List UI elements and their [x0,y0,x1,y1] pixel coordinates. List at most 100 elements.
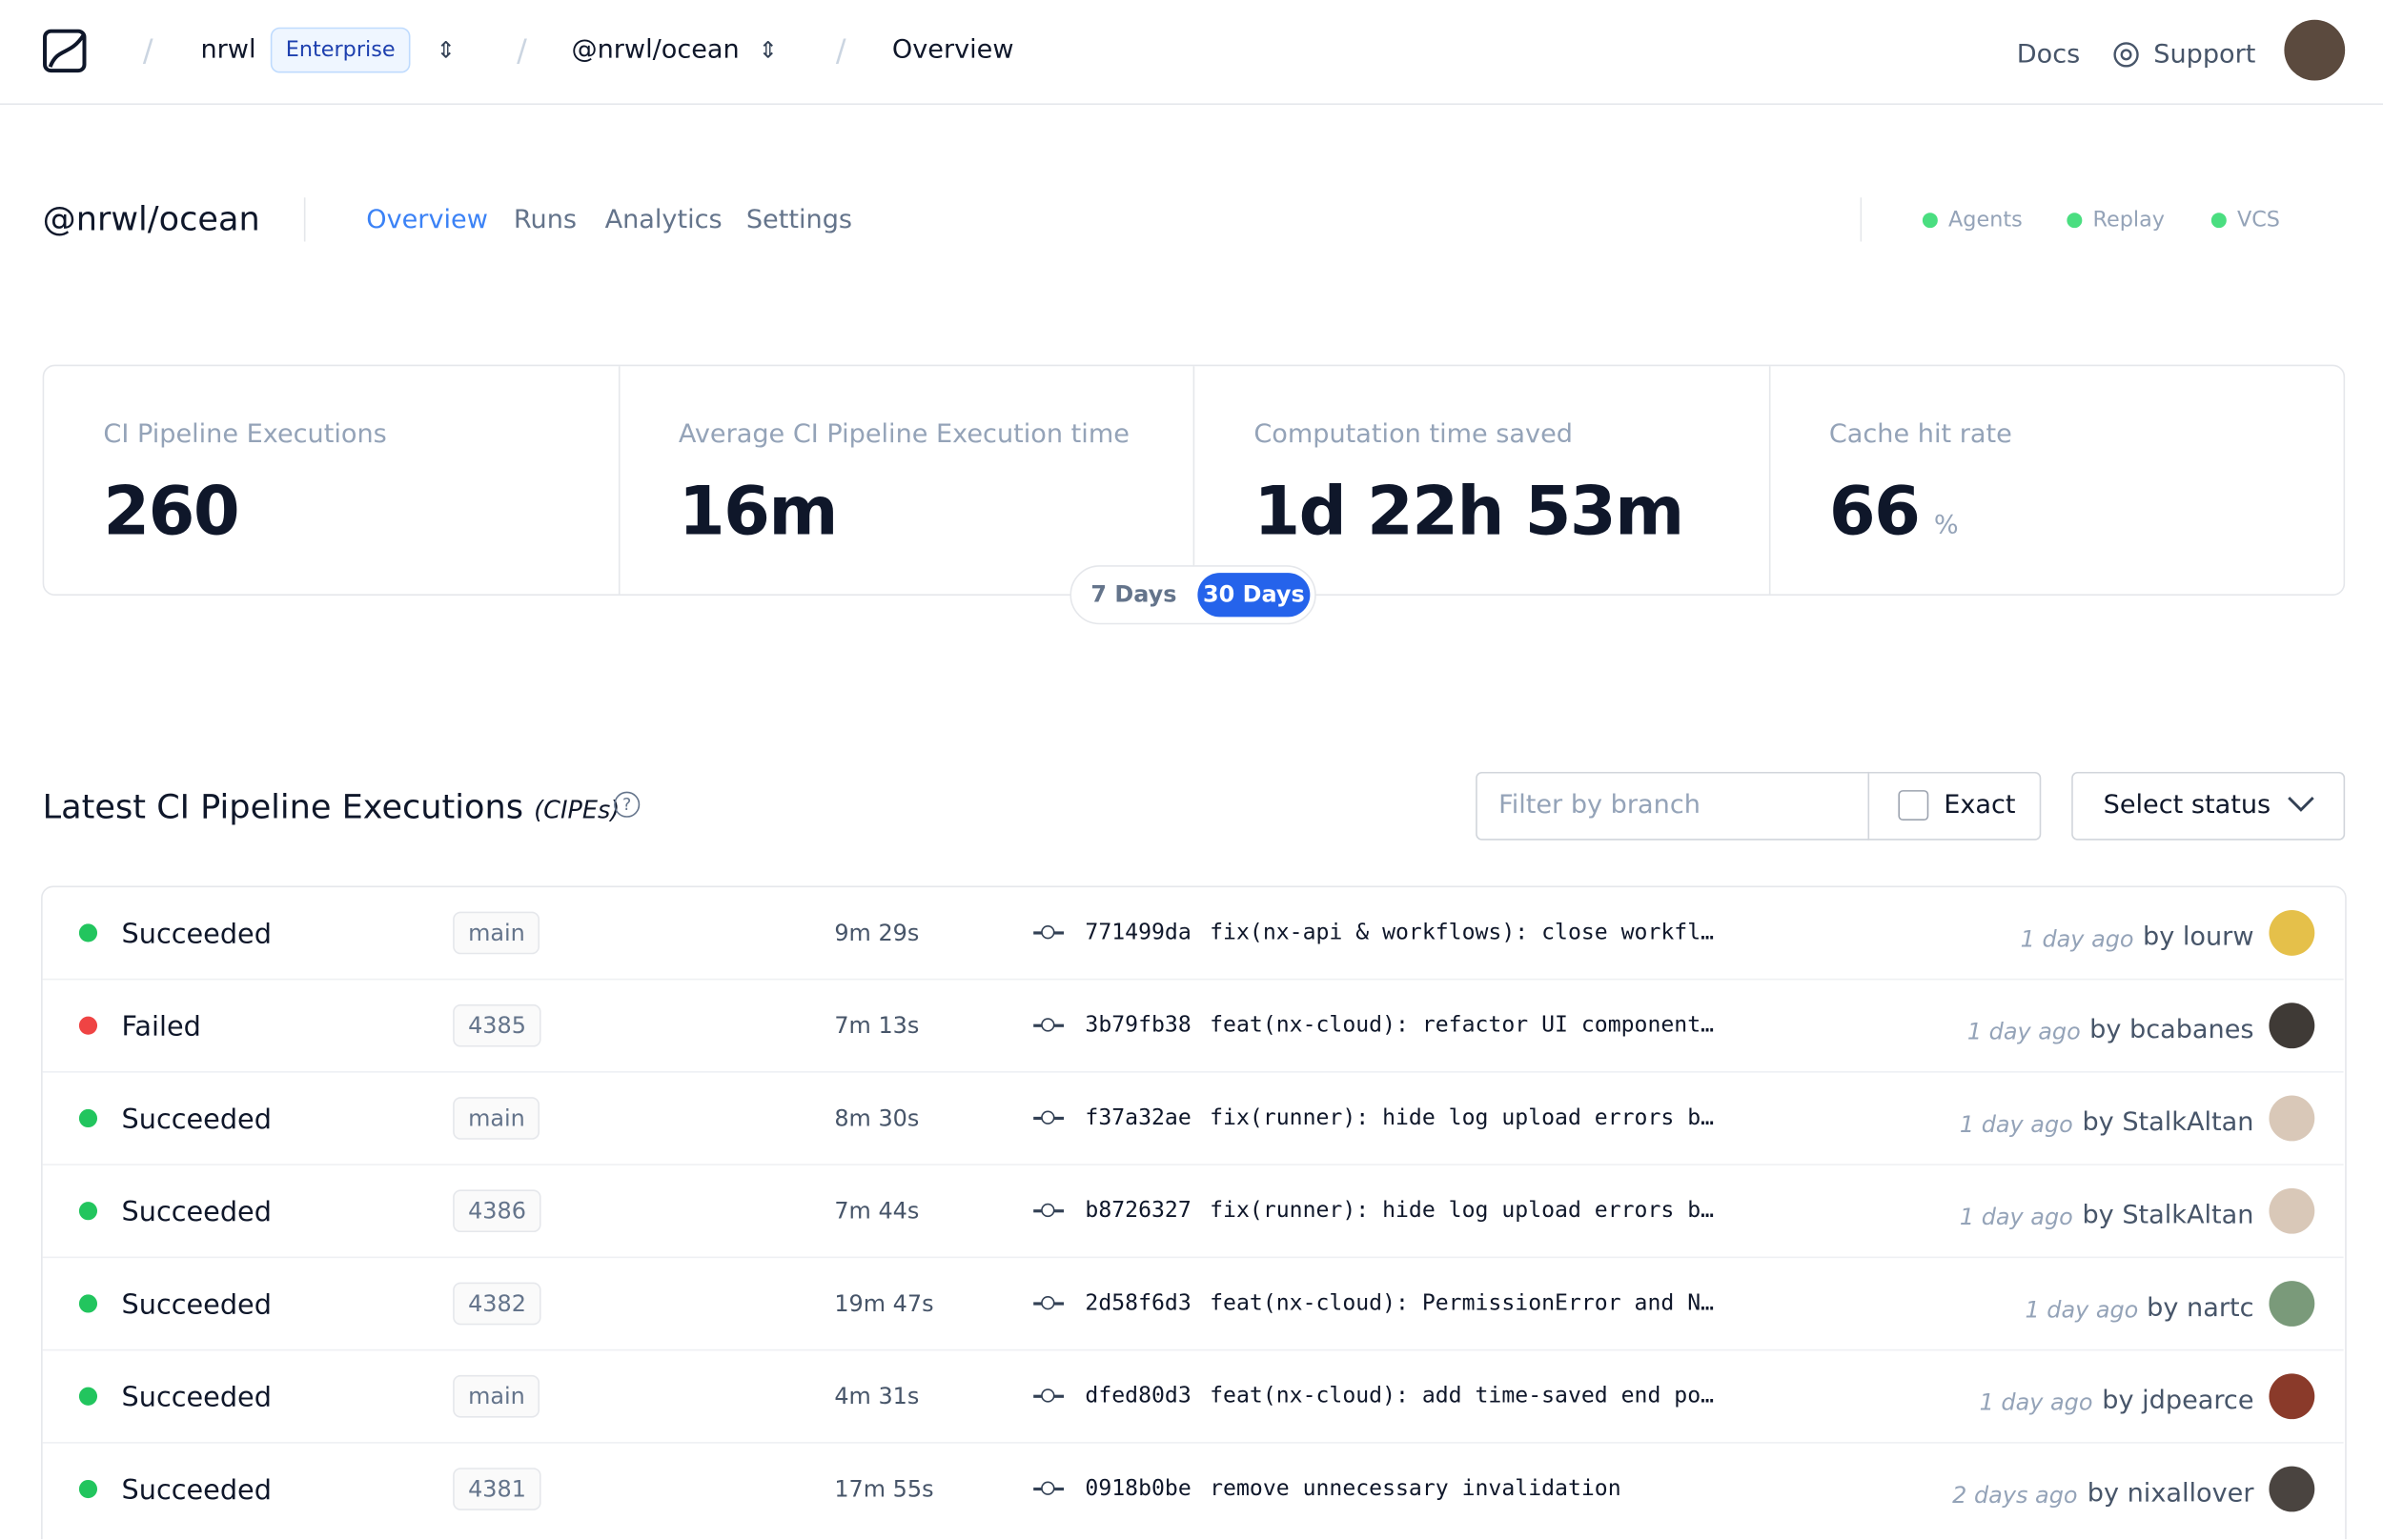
status[interactable]: Succeeded [121,1196,272,1229]
table [41,885,2347,1540]
chevron[interactable]: ⇕ [758,36,778,64]
author[interactable]: by StalkAltan [2082,1107,2254,1139]
commit-message[interactable]: feat(nx-cloud): PermissionError and N… [1210,1291,1715,1316]
status-dot [78,923,98,942]
user-avatar[interactable] [2284,19,2346,81]
status-dot [78,1479,98,1499]
author-avatar [2269,1466,2315,1512]
author-avatar [2269,1003,2315,1049]
filter-input[interactable]: Filter by branch [1498,790,1701,821]
status[interactable]: Succeeded [121,1288,272,1322]
commit-icon [1041,924,1055,940]
sha: b8726327 [1085,1198,1192,1224]
commit-message[interactable]: remove unnecessary invalidation [1210,1476,1621,1502]
branch: main [453,1374,540,1418]
commit-message[interactable]: fix(nx-api & workflows): close workfl… [1210,921,1715,945]
duration: 9m 29s [834,919,920,947]
status-label[interactable]: Agents [1948,208,2023,233]
commit-message[interactable]: feat(nx-cloud): refactor UI component… [1210,1013,1715,1038]
range-option[interactable]: 7 Days [1090,580,1177,608]
author[interactable]: by jdpearce [2102,1386,2254,1416]
sha: 0918b0be [1085,1476,1192,1502]
tab[interactable]: Settings [745,205,853,236]
chevron[interactable]: ⇕ [436,36,456,64]
stat-label: CI Pipeline Executions [103,419,387,450]
page-name: Overview [891,34,1014,66]
stat-divider [1768,366,1770,595]
status-dot [78,1202,98,1221]
duration: 7m 44s [834,1197,920,1226]
commit-icon [1041,1110,1055,1125]
author[interactable]: by nixallover [2087,1478,2254,1510]
stat-value: 260 [103,473,239,551]
row-divider [42,1256,2344,1259]
logo[interactable] [43,29,89,74]
sha: f37a32ae [1085,1105,1192,1131]
badge: Enterprise [270,27,411,73]
status-dot [78,1016,98,1035]
author[interactable]: by bcabanes [2089,1015,2254,1045]
commit-icon [1041,1018,1055,1032]
tab[interactable]: Runs [513,205,578,236]
commit-icon [1041,1296,1055,1310]
status-label[interactable]: Replay [2092,208,2165,233]
row-divider [42,1348,2344,1351]
org[interactable]: nrwl [200,34,256,66]
author-avatar [2269,1281,2315,1327]
workspace-title: @nrwl/ocean [42,201,260,240]
status-select[interactable] [2071,771,2346,841]
status-dot [78,1108,98,1128]
commit-icon [1041,1388,1055,1403]
status[interactable]: Succeeded [121,1382,272,1414]
time: 2 days ago [1952,1481,2078,1510]
branch: main [453,911,540,955]
status[interactable]: Succeeded [121,1104,272,1136]
divider [1867,771,1870,841]
tab[interactable]: Analytics [604,205,723,236]
time: 1 day ago [1959,1203,2073,1231]
select-label: Select status [2103,790,2271,821]
exact-checkbox[interactable] [1898,790,1929,821]
commit-message[interactable]: fix(runner): hide log upload errors b… [1210,1198,1715,1224]
help-icon[interactable]: ? [614,791,641,818]
commit-message[interactable]: fix(runner): hide log upload errors b… [1210,1105,1715,1131]
stat-value: 16m [678,473,839,551]
range-option[interactable]: 30 Days [1197,573,1311,618]
author[interactable]: by nartc [2147,1292,2254,1324]
stat-unit: % [1933,510,1959,541]
stat-label: Cache hit rate [1828,419,2012,450]
caret [2288,797,2314,812]
commit-message[interactable]: feat(nx-cloud): add time-saved end po… [1210,1384,1715,1409]
support-link[interactable]: Support [2153,39,2256,71]
docs-link[interactable]: Docs [2016,39,2081,71]
duration: 4m 31s [834,1382,920,1410]
stat-divider [618,366,620,595]
sha: 3b79fb38 [1085,1013,1192,1038]
tab[interactable]: Overview [366,205,488,236]
branch: main [453,1097,540,1140]
divider [303,197,306,242]
commit-icon [1041,1203,1055,1218]
author[interactable]: by StalkAltan [2082,1200,2254,1231]
status[interactable]: Succeeded [121,1474,272,1507]
status-label[interactable]: VCS [2236,208,2280,233]
row-divider [42,1442,2344,1444]
stat-label: Average CI Pipeline Execution time [678,419,1130,450]
row-divider [42,978,2344,981]
time: 1 day ago [2020,924,2134,953]
abbr: (CIPEs) [534,795,621,824]
separator: / [517,31,527,69]
status-dot [1922,213,1938,229]
stat-value: 1d 22h 53m [1253,473,1684,551]
row-divider [42,1164,2344,1165]
time: 1 day ago [1959,1110,2073,1139]
status[interactable]: Succeeded [121,918,272,951]
time: 1 day ago [1966,1018,2081,1045]
exact-label: Exact [1944,790,2016,821]
branch: 4385 [453,1003,541,1047]
status-dot [2067,213,2083,229]
workspace[interactable]: @nrwl/ocean [571,34,740,66]
author[interactable]: by lourw [2143,922,2254,953]
status[interactable]: Failed [121,1011,201,1044]
duration: 19m 47s [834,1289,934,1318]
